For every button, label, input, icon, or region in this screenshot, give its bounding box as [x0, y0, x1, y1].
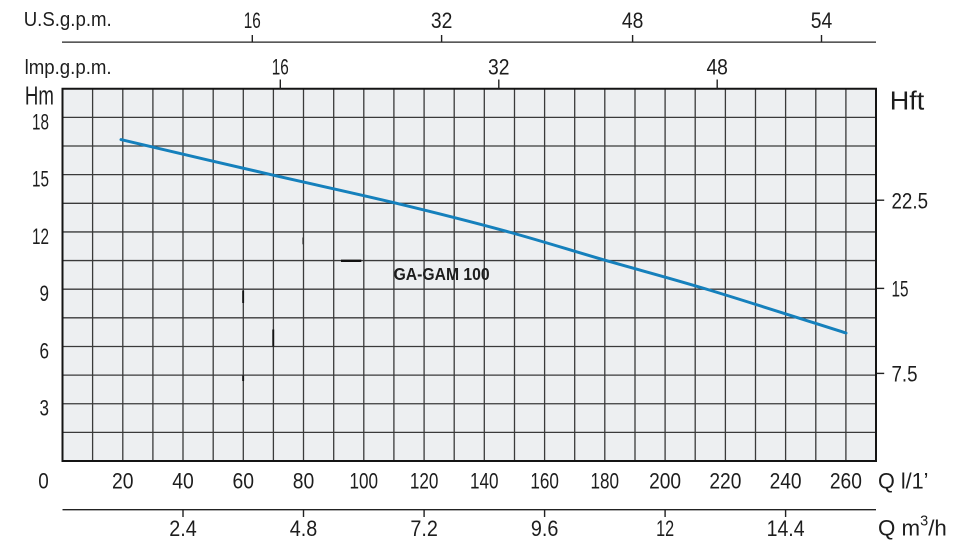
svg-text:100: 100: [350, 469, 379, 494]
svg-text:12: 12: [32, 224, 49, 249]
svg-text:Hft: Hft: [890, 88, 925, 116]
svg-text:220: 220: [709, 469, 741, 494]
svg-text:3: 3: [40, 396, 50, 421]
svg-text:180: 180: [591, 469, 620, 494]
svg-text:9.6: 9.6: [531, 516, 559, 541]
svg-text:6: 6: [40, 338, 50, 363]
svg-text:20: 20: [112, 469, 134, 494]
svg-text:48: 48: [622, 8, 644, 33]
svg-text:160: 160: [530, 469, 559, 494]
svg-text:18: 18: [32, 109, 49, 134]
svg-text:15: 15: [892, 277, 909, 302]
svg-text:GA-GAM 100: GA-GAM 100: [394, 264, 490, 284]
svg-text:Q l/1’: Q l/1’: [878, 468, 929, 493]
svg-text:120: 120: [410, 469, 439, 494]
svg-text:Hm: Hm: [25, 82, 54, 110]
svg-text:9: 9: [40, 281, 50, 306]
svg-text:7.5: 7.5: [892, 362, 918, 387]
svg-text:80: 80: [293, 469, 315, 494]
svg-text:12: 12: [656, 516, 674, 541]
svg-text:7.2: 7.2: [410, 516, 438, 541]
svg-text:16: 16: [244, 8, 261, 33]
svg-text:240: 240: [770, 469, 802, 494]
svg-text:40: 40: [172, 469, 194, 494]
svg-text:60: 60: [233, 469, 255, 494]
svg-text:22.5: 22.5: [892, 188, 929, 213]
svg-text:54: 54: [811, 8, 833, 33]
svg-text:15: 15: [32, 167, 49, 192]
svg-text:Q m3/h: Q m3/h: [878, 514, 947, 541]
svg-text:200: 200: [649, 469, 681, 494]
svg-text:14.4: 14.4: [767, 516, 805, 541]
svg-text:140: 140: [470, 469, 499, 494]
svg-text:lmp.g.p.m.: lmp.g.p.m.: [25, 56, 112, 79]
svg-text:32: 32: [431, 8, 453, 33]
svg-text:0: 0: [38, 469, 49, 494]
svg-text:260: 260: [830, 469, 862, 494]
svg-text:32: 32: [488, 54, 510, 79]
svg-text:2.4: 2.4: [169, 516, 197, 541]
svg-text:4.8: 4.8: [290, 516, 318, 541]
svg-text:16: 16: [272, 54, 289, 79]
svg-text:U.S.g.p.m.: U.S.g.p.m.: [24, 8, 112, 31]
svg-text:48: 48: [706, 54, 728, 79]
